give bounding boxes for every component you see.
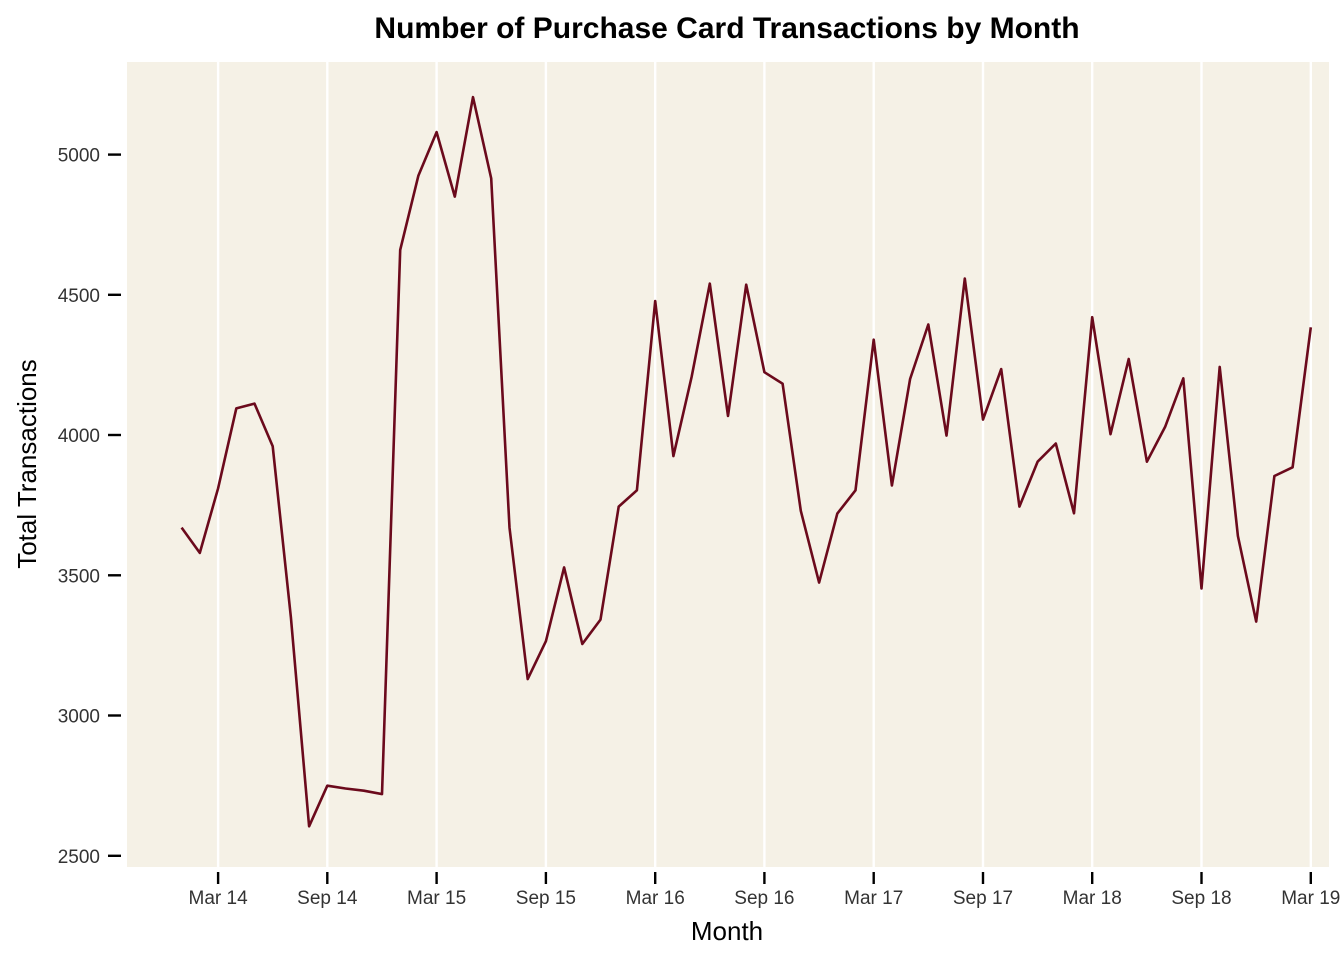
- y-axis-title: Total Transactions: [12, 359, 42, 569]
- x-tick-label: Sep 15: [516, 888, 576, 909]
- y-tick-label: 3000: [58, 707, 100, 728]
- x-tick-label: Mar 17: [844, 888, 903, 909]
- x-tick-label: Mar 14: [189, 888, 249, 909]
- x-tick-label: Mar 19: [1281, 888, 1340, 909]
- chart-title: Number of Purchase Card Transactions by …: [374, 12, 1079, 45]
- y-tick-label: 2500: [58, 847, 100, 868]
- x-tick-label: Sep 18: [1171, 888, 1231, 909]
- y-tick-label: 5000: [58, 146, 100, 167]
- x-tick-label: Sep 16: [734, 888, 794, 909]
- x-tick-label: Mar 16: [626, 888, 685, 909]
- x-tick-label: Mar 18: [1063, 888, 1122, 909]
- x-axis-title: Month: [691, 916, 763, 946]
- plot-panel: [127, 62, 1329, 867]
- y-tick-label: 4000: [58, 426, 100, 447]
- y-tick-label: 3500: [58, 566, 100, 587]
- y-axis: 2500 3000 3500 4000 4500 5000: [58, 146, 121, 868]
- series-line: [180, 95, 1313, 828]
- x-axis: Mar 14 Sep 14 Mar 15 Sep 15 Mar 16 Sep 16 Mar …: [189, 872, 1340, 909]
- x-tick-label: Sep 14: [297, 888, 358, 909]
- x-tick-label: Sep 17: [953, 888, 1013, 909]
- y-tick-label: 4500: [58, 286, 100, 307]
- x-tick-label: Mar 15: [407, 888, 466, 909]
- gridlines: [216, 62, 1313, 867]
